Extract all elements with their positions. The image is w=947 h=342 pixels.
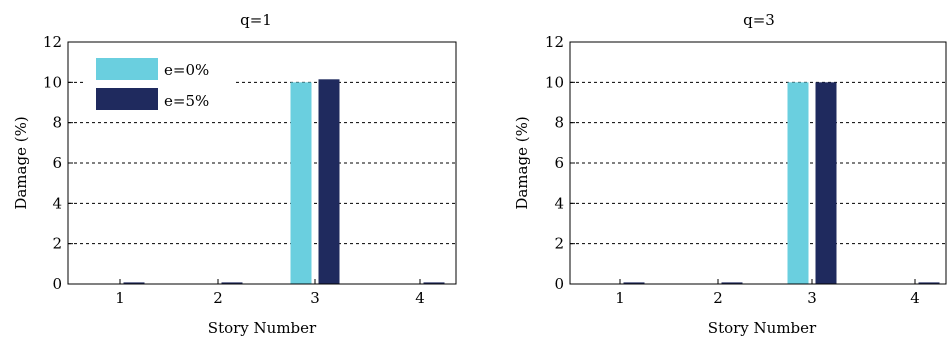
y-tick-label: 12 [43, 33, 62, 51]
bar-e5-story-3 [318, 79, 340, 284]
x-tick-label: 3 [807, 289, 817, 307]
bar-e5-story-4 [423, 282, 445, 284]
x-tick-label: 1 [615, 289, 625, 307]
y-tick-label: 10 [545, 73, 564, 91]
x-tick-label: 2 [213, 289, 223, 307]
bar-e0-story-3 [787, 82, 809, 284]
x-axis-label: Story Number [708, 319, 817, 337]
bar-e5-story-1 [623, 282, 645, 284]
x-axis-label: Story Number [208, 319, 317, 337]
legend-swatch-e0 [96, 58, 158, 80]
legend-label-e0: e=0% [164, 61, 209, 79]
x-tick-label: 3 [310, 289, 320, 307]
x-tick-label: 4 [910, 289, 920, 307]
y-axis-label: Damage (%) [12, 116, 30, 209]
legend: e=0% e=5% [86, 50, 236, 122]
y-tick-label: 6 [52, 154, 62, 172]
chart-title: q=3 [743, 11, 775, 29]
bar-e0-story-3 [290, 82, 312, 284]
bar-e5-story-2 [221, 282, 243, 284]
y-tick-label: 12 [545, 33, 564, 51]
bar-e5-story-4 [918, 282, 940, 284]
y-axis-label: Damage (%) [513, 116, 531, 209]
bar-e5-story-1 [123, 282, 145, 284]
x-tick-label: 1 [115, 289, 125, 307]
y-tick-label: 4 [52, 194, 62, 212]
x-tick-label: 2 [713, 289, 723, 307]
y-tick-label: 0 [52, 275, 62, 293]
legend-swatch-e5 [96, 88, 158, 110]
chart-title: q=1 [240, 11, 272, 29]
bar-e5-story-2 [721, 282, 743, 284]
x-tick-label: 4 [415, 289, 425, 307]
y-tick-label: 10 [43, 73, 62, 91]
y-tick-label: 2 [554, 235, 564, 253]
legend-label-e5: e=5% [164, 92, 209, 110]
y-tick-label: 0 [554, 275, 564, 293]
y-tick-label: 8 [554, 114, 564, 132]
y-tick-label: 2 [52, 235, 62, 253]
y-tick-label: 4 [554, 194, 564, 212]
y-tick-label: 8 [52, 114, 62, 132]
y-tick-label: 6 [554, 154, 564, 172]
bar-e5-story-3 [815, 82, 837, 284]
